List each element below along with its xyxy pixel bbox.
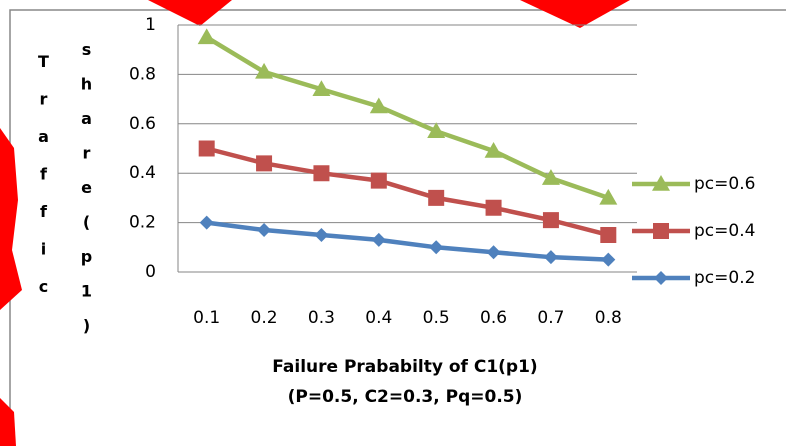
data-point — [257, 223, 272, 238]
x-tick-label: 0.5 — [423, 308, 450, 328]
data-point — [485, 199, 502, 216]
legend-label: pc=0.6 — [694, 174, 755, 194]
series-line — [205, 35, 610, 201]
y-tick-label: 0.6 — [129, 114, 156, 134]
legend-label: pc=0.2 — [694, 268, 755, 288]
data-point — [429, 240, 444, 255]
x-tick-label: 0.4 — [365, 308, 392, 328]
y-tick-label: 0 — [145, 262, 156, 282]
data-point — [599, 188, 618, 205]
data-point — [484, 141, 503, 158]
data-point — [199, 215, 214, 230]
data-point — [197, 28, 216, 45]
data-point — [542, 212, 559, 229]
decoration — [520, 0, 630, 28]
data-point — [255, 62, 274, 79]
data-point — [313, 165, 330, 182]
legend-marker — [652, 175, 670, 191]
decoration — [0, 398, 16, 446]
x-tick-label: 0.8 — [595, 308, 622, 328]
data-point — [543, 250, 558, 265]
y-axis-label: share(p1) — [77, 40, 96, 351]
legend-marker — [654, 271, 668, 285]
data-point — [256, 155, 273, 172]
y-tick-label: 0.8 — [129, 64, 156, 84]
x-tick-label: 0.7 — [537, 308, 564, 328]
data-point — [312, 80, 331, 96]
x-axis-label: (P=0.5, C2=0.3, Pq=0.5) — [288, 387, 523, 407]
chart-frame — [9, 9, 786, 446]
data-point — [314, 227, 329, 242]
data-point — [601, 252, 616, 267]
x-tick-label: 0.1 — [193, 308, 220, 328]
legend-marker — [653, 223, 669, 239]
x-tick-label: 0.3 — [308, 308, 335, 328]
data-point — [541, 169, 560, 185]
data-point — [486, 245, 501, 260]
data-point — [600, 226, 617, 243]
y-axis-label: Traffic — [34, 52, 53, 315]
y-tick-label: 0.2 — [129, 213, 156, 233]
data-point — [427, 122, 446, 138]
decoration — [148, 0, 232, 26]
x-tick-label: 0.2 — [251, 308, 278, 328]
y-tick-label: 0.4 — [129, 163, 156, 183]
series-line — [206, 220, 609, 262]
data-point — [371, 232, 386, 247]
x-tick-label: 0.6 — [480, 308, 507, 328]
y-tick-label: 1 — [145, 15, 156, 35]
data-point — [369, 97, 388, 114]
series-line — [206, 146, 609, 238]
legend-label: pc=0.4 — [694, 221, 755, 241]
data-point — [198, 140, 215, 157]
x-axis-label: Failure Prababilty of C1(p1) — [272, 357, 537, 377]
data-point — [428, 189, 445, 206]
data-point — [370, 172, 387, 189]
decoration — [0, 128, 22, 310]
